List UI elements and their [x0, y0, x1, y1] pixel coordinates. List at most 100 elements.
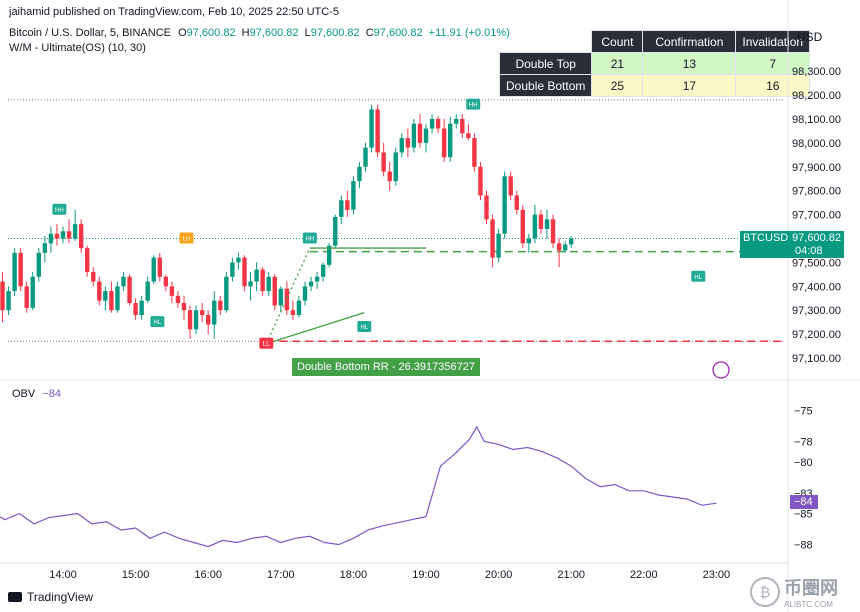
time-tick-label: 16:00 [194, 569, 222, 581]
candle-body [538, 214, 544, 229]
candle-body [133, 303, 138, 316]
stats-cell: 21 [591, 52, 644, 75]
stats-cell: 7 [735, 52, 811, 75]
ohlc-h-value: 97,600.82 [249, 27, 299, 39]
candle-body [157, 257, 162, 277]
price-tick-label: 97,800.00 [792, 186, 841, 198]
candle-body [435, 118, 441, 129]
candle-body [60, 231, 66, 239]
swing-label-box [52, 203, 67, 215]
candle-body [224, 276, 229, 311]
obv-tick-label: −78 [794, 436, 813, 448]
price-tag-price: 97,600.82 [792, 232, 841, 244]
ohlc-o-value: 97,600.82 [186, 27, 236, 39]
candle-body [387, 171, 392, 182]
candle-body [248, 281, 253, 287]
candle-body [109, 291, 114, 311]
candle-body [254, 269, 259, 282]
indicator-legend: W/M - Ultimate(OS) (10, 30) [9, 42, 146, 54]
stats-row-double-bottom: Double Bottom 25 17 16 [498, 74, 811, 97]
candle-body [30, 276, 35, 308]
candle-body [399, 138, 404, 153]
candle-body [568, 238, 574, 245]
candle-body [230, 262, 235, 277]
swing-label-box [259, 337, 274, 349]
candle-body [296, 300, 302, 316]
ohlc-c-label: C [365, 27, 374, 39]
price-tag-top: BTCUSD 97,600.82 [740, 231, 844, 245]
candle-body [78, 224, 84, 249]
price-tick-label: 97,700.00 [792, 210, 841, 222]
candle-body [278, 288, 283, 306]
price-tick-label: 98,300.00 [792, 66, 841, 78]
candle-body [260, 269, 265, 292]
swing-label-box [150, 316, 165, 328]
candle-body [496, 233, 501, 258]
candle-body [441, 128, 447, 158]
candle-body [363, 147, 368, 167]
stats-row-double-top: Double Top 21 13 7 [498, 52, 811, 75]
time-tick-label: 23:00 [703, 569, 731, 581]
candle-body [375, 109, 380, 153]
stats-cell: 25 [591, 74, 644, 97]
tradingview-brand: TradingView [8, 590, 93, 604]
swing-label-text: LH [183, 236, 191, 242]
candle-body [466, 133, 471, 139]
candle-body [369, 109, 374, 148]
candle-body [339, 200, 344, 217]
time-tick-label: 20:00 [485, 569, 513, 581]
site-logo-text: 币圈网 ALIBTC.COM [784, 574, 838, 609]
price-tick-label: 97,500.00 [792, 257, 841, 269]
stats-header-confirmation: Confirmation [642, 30, 737, 53]
candle-body [0, 281, 5, 311]
time-tick-label: 15:00 [122, 569, 150, 581]
candle-body [24, 286, 29, 308]
price-tick-label: 97,200.00 [792, 329, 841, 341]
candle-body [127, 276, 132, 304]
candle-body [314, 276, 320, 282]
candle-body [121, 276, 126, 287]
candle-body [139, 300, 144, 316]
ohlc-change: +11.91 (+0.01%) [428, 27, 510, 39]
ohlc-l-label: L [304, 27, 311, 39]
candle-body [429, 118, 435, 129]
candle-body [236, 257, 241, 263]
stats-cell: 16 [735, 74, 811, 97]
candle-body [36, 252, 41, 277]
candle-body [556, 243, 562, 251]
ohlc-o-label: O [178, 27, 187, 39]
candle-body [526, 238, 532, 244]
time-tick-label: 18:00 [340, 569, 368, 581]
obv-line [0, 425, 717, 548]
time-tick-label: 22:00 [630, 569, 658, 581]
swing-label-text: HL [154, 320, 162, 326]
tradingview-logo-icon [8, 592, 22, 602]
candle-body [454, 118, 459, 124]
candle-body [357, 166, 362, 182]
swing-label-box [179, 232, 194, 244]
candle-body [218, 300, 223, 311]
stats-header-count: Count [591, 30, 644, 53]
candle-body [490, 219, 495, 258]
price-tick-label: 98,100.00 [792, 114, 841, 126]
candle-body [320, 264, 326, 277]
candle-body [42, 243, 48, 253]
symbol-legend: Bitcoin / U.S. Dollar, 5, BINANCE O97,60… [9, 27, 510, 39]
site-logo-name: 币圈网 [784, 578, 838, 598]
price-tick-label: 97,400.00 [792, 281, 841, 293]
candle-body [478, 166, 483, 196]
time-tick-label: 14:00 [49, 569, 77, 581]
candle-body [72, 224, 78, 239]
candle-body [145, 281, 150, 301]
swing-label-text: HL [694, 275, 702, 281]
stats-row-label: Double Bottom [498, 74, 593, 97]
currency-label: USD [797, 30, 823, 44]
candle-body [405, 138, 411, 148]
price-tick-label: 97,100.00 [792, 353, 841, 365]
candle-body [284, 288, 290, 311]
swing-label-box [691, 270, 706, 282]
candle-body [417, 123, 423, 143]
price-tag: BTCUSD 97,600.82 04:08 [740, 231, 844, 258]
candle-body [212, 300, 217, 325]
